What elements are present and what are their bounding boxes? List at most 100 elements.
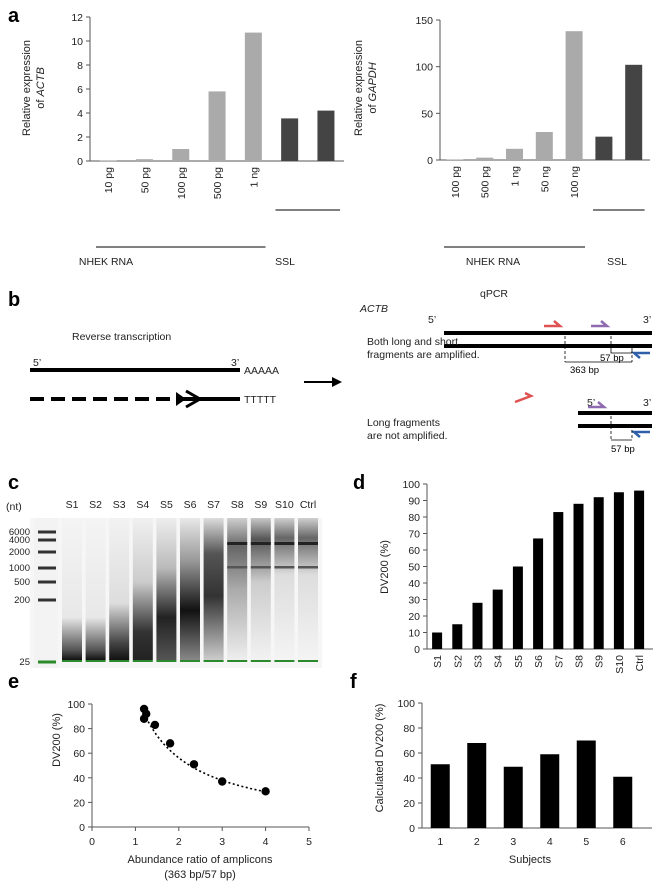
ladder-band [38,660,56,664]
gel-lane-label: S8 [231,499,244,511]
f-xtick-label: 5 [583,836,589,848]
gel-lane-label: S7 [207,499,220,511]
d-bar [472,602,483,649]
d-ytick-label: 10 [408,628,420,640]
chart-f: Calculated DV200 (%) Subjects 0 20 40 60 80 1… [374,698,652,866]
d-bar [492,589,503,649]
rt-title: Reverse transcription [72,331,171,343]
gel-lane-label: S3 [113,499,126,511]
a-left-xtick-label: 50 pg [139,167,151,193]
d-ytick-label: 100 [402,479,420,491]
f-ytick-label: 20 [403,798,415,810]
poly-t-primer: TTTTT [244,394,277,406]
a-left-ytick-label: 10 [71,36,83,48]
f-ytick-label: 40 [403,773,415,785]
e-xlabel-line2: (363 bp/57 bp) [164,869,236,881]
d-ytick-label: 40 [408,578,420,590]
a-left-ylabel-line2: of ACTB [35,67,47,109]
e-ytick-label: 40 [73,773,85,785]
d-ytick-label: 30 [408,595,420,607]
a-left-xtick-label: 10 pg [103,167,115,193]
a-left-bar [135,159,153,161]
gel-lane [274,518,295,660]
text-both-2: fragments are amplified. [367,349,480,361]
d-xtick-label: S8 [574,655,586,668]
a-right-xtick-label: 100 ng [569,166,581,198]
e-xtick-label: 4 [263,836,269,848]
ladder-band [38,530,56,534]
gel-lane [132,518,153,660]
d-bar [573,503,584,649]
f-ytick-label: 100 [397,698,415,710]
f-xtick-label: 4 [547,836,553,848]
a-right-bar [535,132,553,160]
gel-lane-label: Ctrl [300,499,316,511]
d-bar [553,512,564,649]
d-bar [432,632,443,649]
a-right-ylabel-line1: Relative expression [353,40,365,136]
panel-label-b: b [8,289,20,311]
gel-lane [250,518,271,660]
a-left-ylabel-line1: Relative expression [21,40,33,136]
qpcr-five-prime: 5’ [428,314,436,326]
chart-e: DV200 (%) Abundance ratio of amplicons (… [51,699,312,881]
a-left-xtick-label: 500 pg [212,167,224,199]
gel-lane-label: S10 [275,499,294,511]
gel-lane [85,518,106,660]
ladder-label: 25 [19,657,30,668]
e-ytick-label: 0 [79,822,85,834]
d-ytick-label: 90 [408,496,420,508]
ladder-band [38,550,56,554]
panel-label-c: c [8,472,19,494]
f-bar [540,754,560,828]
gel-lane [203,518,224,660]
d-xtick-label: S1 [432,655,444,668]
a-left-bar [99,160,117,162]
chart-a-right: Relative expression of GAPDH NHEK RNA SS… [353,15,650,268]
gel-marker-band [132,660,153,662]
f-xtick-label: 3 [510,836,516,848]
gel-rrna-band [298,542,318,545]
d-bar [634,490,645,649]
poly-a-tail: AAAAA [244,365,279,377]
d-xtick-label: S9 [594,655,606,668]
primer-short-forward-2-icon [588,401,608,409]
e-ytick-label: 100 [67,699,85,711]
d-xtick-label: S6 [533,655,545,668]
e-point [261,787,270,796]
f-bar [430,764,450,828]
gel-marker-band [156,660,177,662]
d-ylabel: DV200 (%) [379,540,391,594]
chart-a-left: Relative expression of ACTB NHEK RNA SSL… [21,12,344,268]
a-right-bar [565,31,583,161]
gel-lane-label: S2 [89,499,102,511]
d-xtick-label: S7 [553,655,565,668]
gel-marker-band [203,660,224,662]
primer-reverse-2-icon [630,430,650,438]
e-xtick-label: 3 [219,836,225,848]
a-right-ytick-label: 50 [421,108,433,120]
d-xtick-label: Ctrl [634,655,646,671]
a-left-bar [244,32,262,161]
a-left-bar [208,91,226,161]
a-right-xtick-label: 100 pg [450,166,462,198]
gel-marker-band [274,660,295,662]
e-point [139,714,149,723]
f-ytick-label: 60 [403,748,415,760]
a-left-ytick-label: 12 [71,12,83,24]
a-left-ytick-label: 8 [77,60,83,72]
d-ytick-label: 70 [408,529,420,541]
d-bar [452,624,463,649]
primer-short-forward-icon [591,320,611,328]
a-left-bar [317,110,335,161]
text-long-2: are not amplified. [367,430,448,442]
gel-lane [180,518,200,660]
a-left-group-nhek: NHEK RNA [79,256,133,268]
a-right-ylabel-line2: of GAPDH [367,62,379,113]
d-xtick-label: S3 [473,655,485,668]
ladder-label: 500 [14,577,30,588]
e-ylabel: DV200 (%) [51,713,63,767]
a-left-bar [281,118,299,161]
d-xtick-label: S5 [513,655,525,668]
